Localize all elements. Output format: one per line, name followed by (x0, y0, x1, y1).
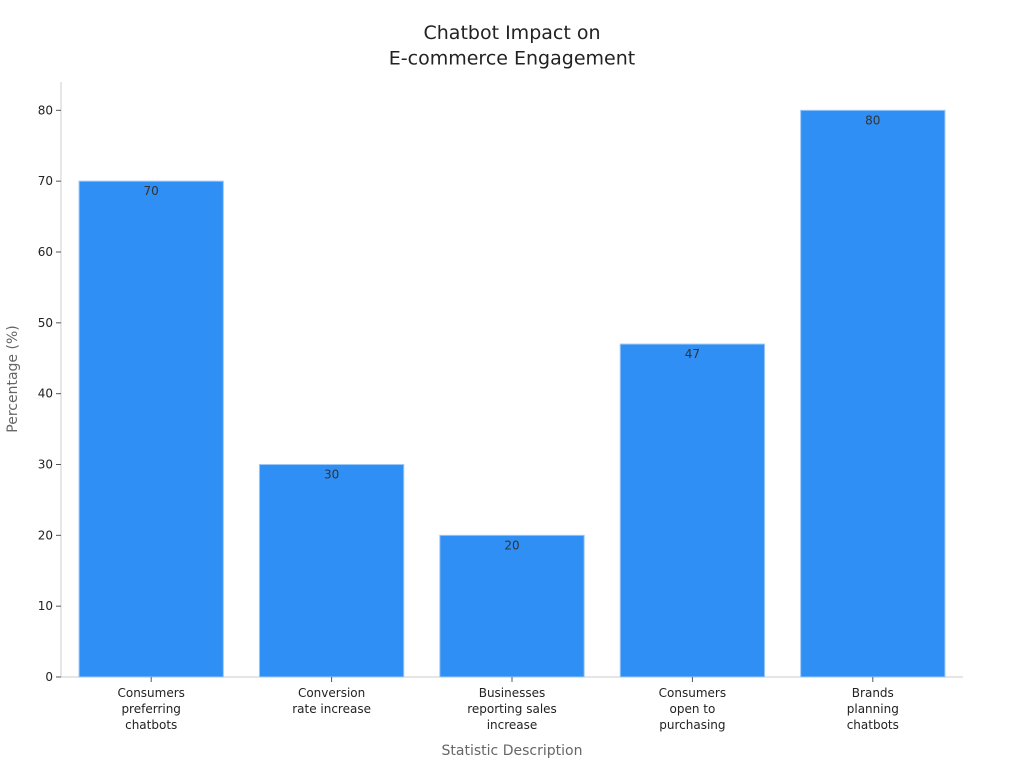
y-tick-label: 70 (38, 174, 53, 188)
chart-title: Chatbot Impact on E-commerce Engagement (389, 22, 635, 69)
value-label: 70 (144, 184, 159, 198)
bar (619, 343, 766, 678)
y-tick-label: 10 (38, 599, 53, 613)
y-tick-label: 20 (38, 528, 53, 542)
bar (78, 180, 224, 678)
y-tick-label: 40 (38, 386, 53, 400)
bar (439, 534, 585, 678)
value-label: 80 (865, 113, 880, 127)
y-tick-label: 50 (38, 315, 53, 329)
x-tick-label: Consumers open to purchasing (659, 686, 726, 732)
bar (258, 464, 405, 678)
x-tick-label: Consumers preferring chatbots (117, 686, 184, 732)
x-axis-label: Statistic Description (442, 743, 583, 759)
y-tick-label: 30 (38, 457, 53, 471)
y-tick-label: 80 (38, 103, 53, 117)
y-axis-label: Percentage (%) (5, 325, 21, 432)
y-tick-label: 0 (45, 670, 53, 684)
value-label: 30 (324, 467, 339, 481)
x-tick-label: Brands planning chatbots (847, 686, 899, 732)
value-label: 20 (504, 538, 519, 552)
x-tick-label: Conversion rate increase (292, 686, 371, 716)
x-tick-label: Businesses reporting sales increase (467, 686, 557, 732)
bar (800, 109, 946, 678)
value-label: 47 (685, 347, 700, 361)
y-tick-label: 60 (38, 245, 53, 259)
